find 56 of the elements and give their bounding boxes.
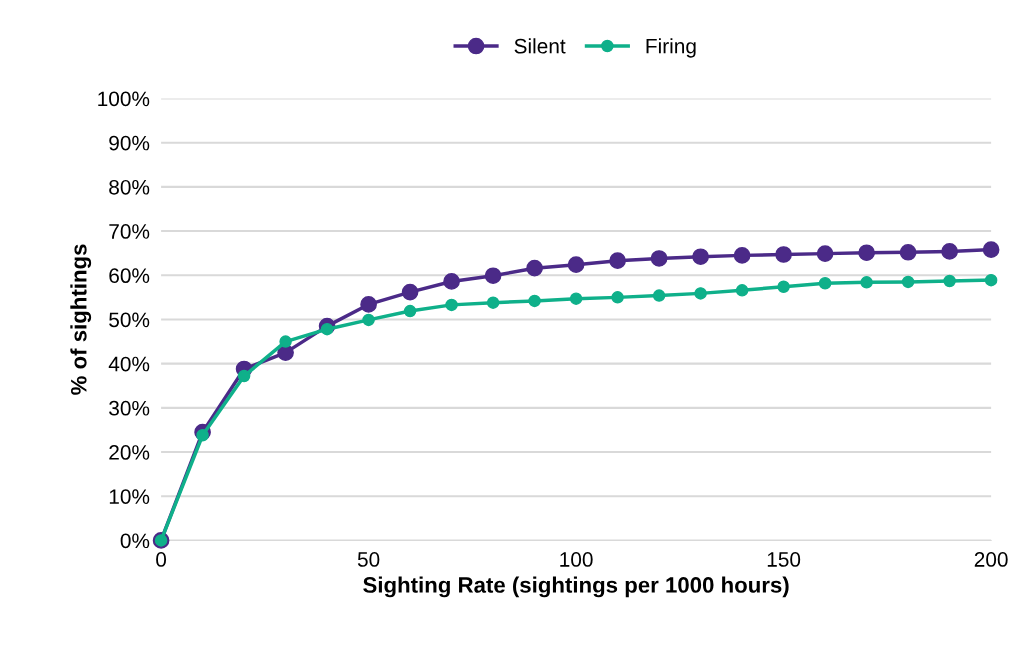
point <box>320 322 334 336</box>
point <box>777 280 790 294</box>
point <box>860 276 873 289</box>
point <box>901 275 915 289</box>
legend-label: Silent <box>514 38 566 54</box>
point <box>567 256 585 273</box>
point <box>694 287 707 300</box>
x-tick-label: 200 <box>974 552 1008 567</box>
x-tick-label: 0 <box>156 552 167 567</box>
point <box>279 335 292 348</box>
point <box>982 241 1000 258</box>
x-axis-title: Sighting Rate (sightings per 1000 hours) <box>363 576 789 598</box>
point <box>941 243 958 260</box>
point <box>237 369 251 383</box>
y-axis-title: % of sightings <box>70 244 92 395</box>
point <box>528 294 541 308</box>
point <box>650 250 668 267</box>
point <box>775 246 792 263</box>
point <box>445 298 458 312</box>
legend-label: Firing <box>646 38 696 58</box>
point <box>692 248 709 266</box>
x-tick-label: 100 <box>560 552 593 567</box>
point <box>443 273 460 290</box>
x-tick-label: 50 <box>357 552 380 567</box>
y-tick-label: 70% <box>109 224 150 239</box>
x-tick-label: 150 <box>767 552 801 567</box>
y-tick-label: 100% <box>98 91 150 107</box>
y-tick-label: 20% <box>109 445 150 460</box>
point <box>569 292 583 305</box>
point <box>362 313 375 327</box>
y-tick-label: 60% <box>109 268 150 284</box>
point <box>735 284 749 297</box>
point <box>360 296 377 313</box>
point <box>609 252 626 270</box>
point <box>899 243 917 261</box>
point <box>526 259 543 277</box>
y-tick-label: 10% <box>109 489 150 504</box>
point <box>858 244 875 262</box>
point <box>984 273 998 287</box>
point <box>401 283 419 301</box>
point <box>943 274 956 288</box>
y-tick-label: 40% <box>108 356 150 372</box>
point <box>403 304 417 318</box>
point <box>816 245 834 262</box>
y-tick-label: 80% <box>109 179 150 195</box>
point <box>196 429 209 442</box>
y-tick-label: 50% <box>109 312 150 328</box>
y-tick-label: 90% <box>109 135 150 151</box>
point <box>484 267 502 285</box>
y-tick-label: 0% <box>120 533 150 549</box>
point <box>818 276 832 290</box>
point <box>486 296 500 309</box>
y-tick-label: 30% <box>109 400 150 416</box>
point <box>611 291 624 304</box>
point <box>652 289 666 302</box>
point <box>733 247 751 264</box>
